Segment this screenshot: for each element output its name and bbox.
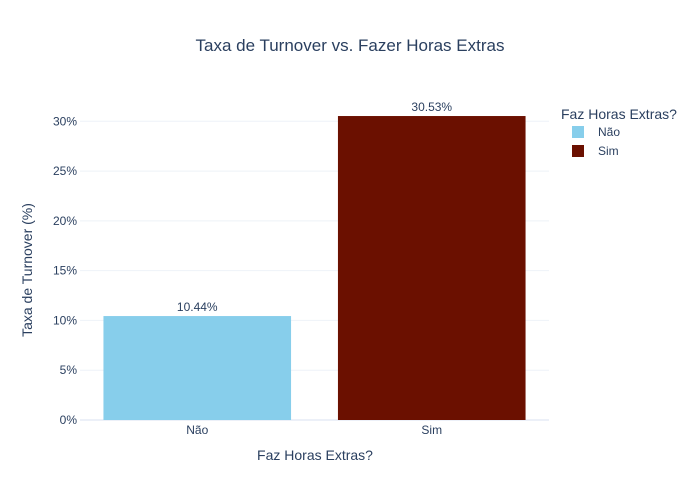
x-tick-label: Não	[186, 423, 208, 437]
x-axis-ticks: Não Sim	[186, 423, 442, 437]
legend-title: Faz Horas Extras?	[561, 106, 677, 122]
y-tick-label: 15%	[53, 264, 77, 278]
chart-title: Taxa de Turnover vs. Fazer Horas Extras	[196, 36, 505, 55]
legend-items: Não Sim	[572, 125, 620, 158]
y-tick-label: 5%	[60, 363, 78, 377]
bar-nao	[103, 316, 292, 420]
y-tick-label: 20%	[53, 214, 77, 228]
legend-swatch	[572, 126, 584, 138]
legend-entry: Sim	[598, 144, 619, 158]
legend: Faz Horas Extras? Não Sim	[561, 106, 677, 158]
y-axis-ticks: 0% 5% 10% 15% 20% 25% 30%	[53, 114, 77, 427]
x-tick-label: Sim	[421, 423, 442, 437]
y-tick-label: 0%	[60, 413, 78, 427]
bar-data-labels: 10.44% 30.53%	[177, 100, 453, 314]
y-tick-label: 25%	[53, 164, 77, 178]
bar-data-label: 10.44%	[177, 300, 218, 314]
legend-swatch	[572, 145, 584, 157]
bar-data-label: 30.53%	[411, 100, 452, 114]
y-tick-label: 30%	[53, 114, 77, 128]
bar-sim	[337, 116, 526, 420]
y-axis-label: Taxa de Turnover (%)	[19, 203, 35, 337]
x-axis-label: Faz Horas Extras?	[257, 447, 373, 463]
legend-entry: Não	[598, 125, 620, 139]
bars	[103, 116, 526, 420]
y-tick-label: 10%	[53, 313, 77, 327]
